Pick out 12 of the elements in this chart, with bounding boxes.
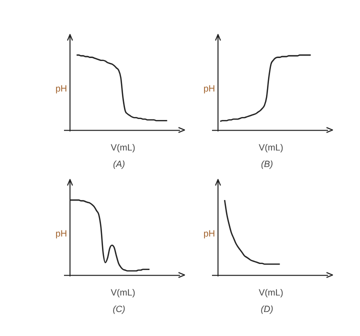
x-axis-title: V(mL) bbox=[258, 287, 284, 298]
text: (A) bbox=[113, 159, 125, 170]
text: (B) bbox=[261, 159, 273, 170]
y-axis-title: pH bbox=[203, 228, 215, 239]
x-axis-title: V(mL) bbox=[258, 142, 284, 152]
x-axis-title: V(mL) bbox=[110, 142, 136, 152]
y-axis-title: pH bbox=[55, 84, 67, 94]
text: (D) bbox=[260, 304, 274, 314]
y-axis-title: pH bbox=[55, 228, 67, 239]
text: (C) bbox=[112, 304, 126, 314]
y-axis-title: pH bbox=[203, 84, 215, 94]
x-axis-title: V(mL) bbox=[110, 287, 136, 298]
